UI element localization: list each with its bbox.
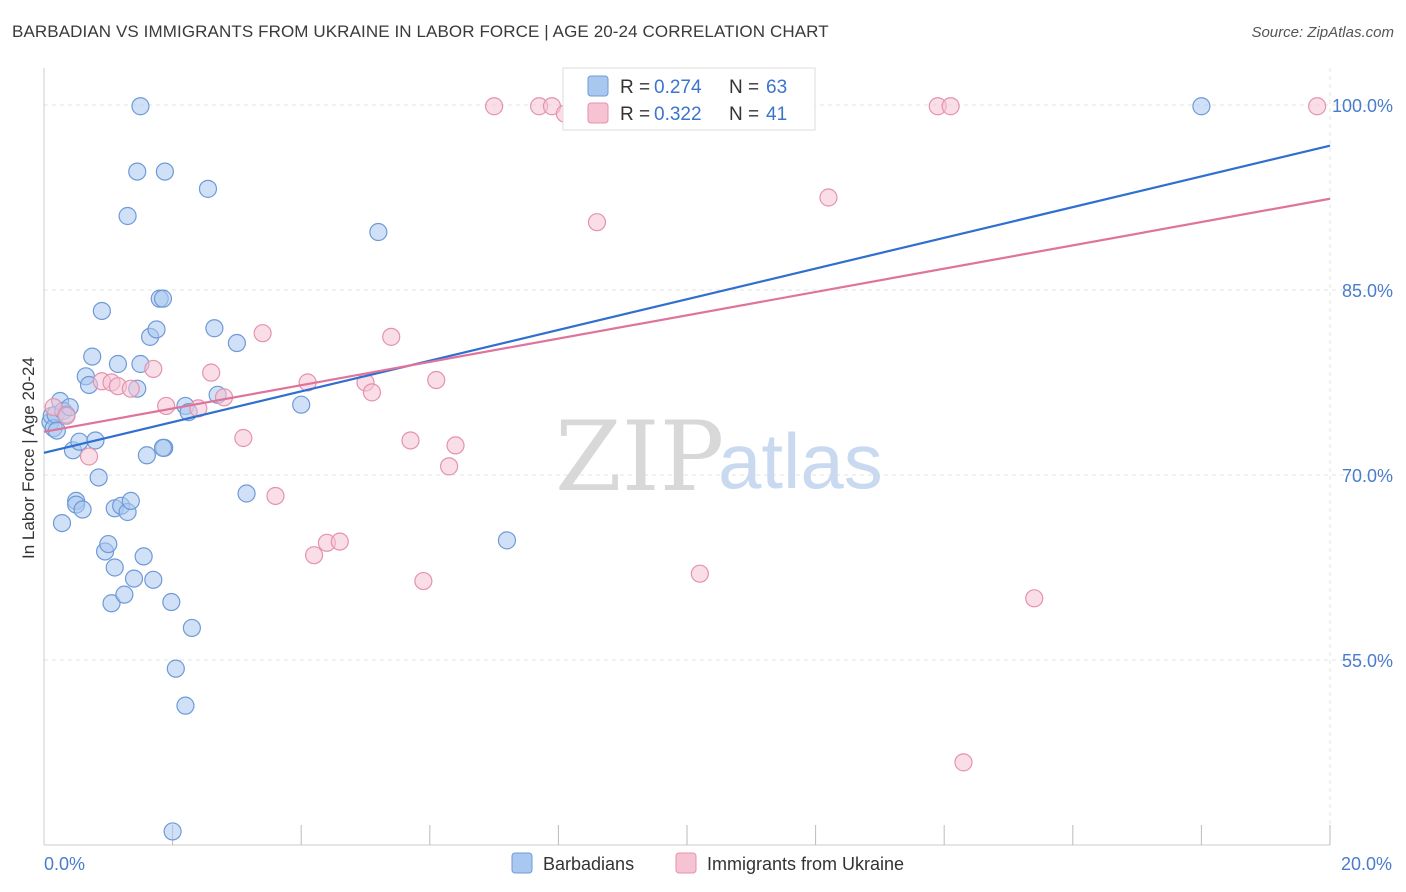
barbadian-point — [497, 531, 517, 550]
ukraine-point — [690, 564, 709, 583]
barbadian-point — [73, 500, 92, 519]
watermark-zip: ZIP — [555, 401, 724, 513]
barbadian-point — [99, 534, 118, 554]
barbadian-point — [118, 206, 137, 226]
barbadian-point — [102, 594, 121, 613]
ukraine-point — [330, 532, 349, 551]
barbadians-trend-line — [43, 144, 1331, 454]
barbadian-point — [369, 222, 388, 242]
ukraine-point — [382, 327, 401, 346]
ukraine-point — [954, 753, 973, 772]
ukraine-point — [427, 370, 446, 390]
y-tick-labels: 55.0% 70.0% 85.0% 100.0% — [1332, 96, 1393, 671]
legend-n-value-2: 41 — [766, 104, 787, 125]
barbadian-point — [92, 301, 111, 321]
watermark: ZIP atlas — [555, 401, 883, 513]
barbadian-point — [182, 618, 201, 638]
barbadian-point — [176, 696, 195, 715]
bottom-legend-barbadians: Barbadians — [543, 854, 634, 874]
ukraine-point — [234, 428, 253, 448]
ukraine-point — [362, 383, 382, 402]
barbadian-point — [108, 354, 128, 374]
barbadian-point — [155, 162, 174, 181]
ukraine-point — [44, 398, 63, 417]
barbadian-point — [134, 547, 153, 566]
watermark-atlas: atlas — [718, 417, 883, 505]
legend-swatch-ukraine — [587, 102, 609, 124]
barbadian-point — [153, 289, 173, 308]
ukraine-points — [44, 97, 1327, 772]
barbadian-point — [52, 513, 72, 533]
barbadian-point — [166, 659, 185, 678]
legend-n-value-1: 63 — [766, 77, 787, 98]
ukraine-point — [144, 359, 163, 379]
ukraine-point — [587, 213, 607, 232]
legend-r-label-2: R = — [620, 104, 650, 125]
ukraine-point — [266, 486, 285, 506]
legend-r-value-2: 0.322 — [654, 104, 702, 125]
barbadian-point — [227, 333, 246, 353]
barbadian-point — [121, 491, 140, 510]
bottom-legend: Barbadians Immigrants from Ukraine — [511, 852, 904, 874]
ukraine-point — [439, 457, 459, 476]
ukraine-point — [941, 97, 960, 116]
legend-r-value-1: 0.274 — [654, 77, 702, 98]
y-tick-label: 70.0% — [1342, 466, 1393, 486]
barbadian-point — [153, 438, 173, 457]
ukraine-point — [202, 363, 221, 382]
ukraine-point — [79, 447, 99, 466]
chart-title: BARBADIAN VS IMMIGRANTS FROM UKRAINE IN … — [12, 22, 829, 41]
barbadian-point — [237, 484, 256, 503]
barbadian-point — [147, 320, 166, 339]
barbadian-point — [205, 319, 224, 338]
ukraine-point — [253, 324, 272, 343]
barbadian-point — [198, 179, 218, 198]
legend-box: R = 0.274 N = 63 R = 0.322 N = 41 — [562, 67, 816, 131]
barbadian-point — [70, 432, 89, 451]
ukraine-point — [121, 379, 140, 398]
ukraine-trend-line — [43, 197, 1331, 433]
bottom-legend-swatch-ukraine — [675, 852, 697, 874]
ukraine-point — [1025, 589, 1044, 608]
ukraine-point — [1308, 97, 1327, 116]
trend-lines — [43, 144, 1331, 454]
barbadian-point — [144, 570, 163, 589]
legend-n-label-1: N = — [729, 77, 759, 98]
grid — [44, 68, 1390, 845]
bottom-legend-ukraine: Immigrants from Ukraine — [707, 854, 904, 874]
barbadian-point — [131, 97, 150, 116]
y-tick-label: 100.0% — [1332, 96, 1393, 116]
bottom-legend-swatch-barbadians — [511, 852, 533, 874]
ukraine-point — [819, 188, 838, 207]
barbadian-point — [83, 347, 102, 366]
ukraine-point — [414, 571, 433, 591]
ukraine-point — [57, 406, 76, 425]
barbadian-point — [162, 592, 181, 612]
y-tick-label: 55.0% — [1342, 651, 1393, 671]
legend-swatch-barbadians — [587, 75, 609, 97]
x-tick-label-min: 0.0% — [44, 854, 85, 874]
barbadian-point — [105, 558, 124, 577]
y-axis-label: In Labor Force | Age 20-24 — [19, 357, 38, 559]
barbadian-point — [89, 468, 108, 487]
barbadian-point — [128, 162, 147, 181]
ukraine-point — [401, 431, 420, 450]
x-ticks — [172, 825, 1331, 845]
source-label: Source: ZipAtlas.com — [1251, 24, 1394, 41]
barbadian-point — [1192, 97, 1211, 116]
barbadian-point — [115, 585, 134, 604]
legend-n-label-2: N = — [729, 104, 759, 125]
barbadian-point — [292, 395, 311, 414]
barbadian-point — [137, 446, 156, 465]
x-tick-label-max: 20.0% — [1341, 854, 1392, 874]
ukraine-point — [446, 436, 465, 455]
legend-r-label-1: R = — [620, 77, 650, 98]
barbadian-point — [163, 822, 182, 841]
y-tick-label: 85.0% — [1342, 281, 1393, 301]
barbadian-point — [124, 569, 144, 588]
ukraine-point — [304, 546, 324, 565]
ukraine-point — [485, 97, 504, 116]
